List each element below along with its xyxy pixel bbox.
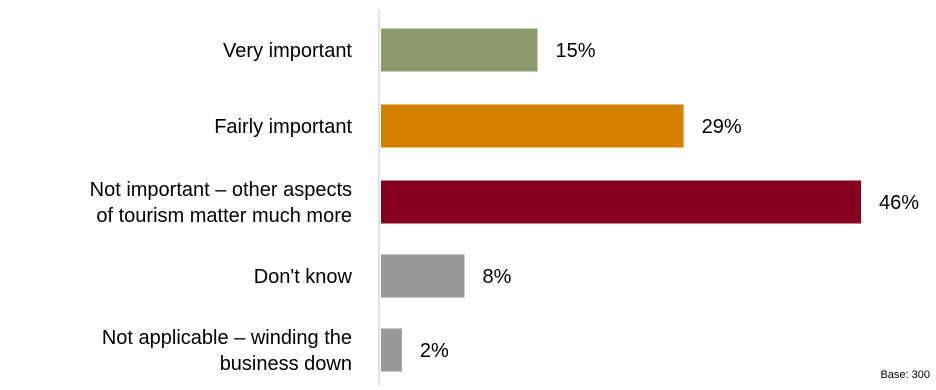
category-label-line: Very important [223, 40, 352, 62]
category-label-line: of tourism matter much more [96, 205, 352, 227]
category-label-4: Not applicable – winding the business dow… [102, 327, 352, 375]
category-label-1: Fairly important [214, 116, 352, 138]
data-label-4: 2% [420, 340, 449, 362]
bar-2 [381, 180, 861, 224]
bar-4 [381, 328, 402, 372]
category-label-3: Don't know [254, 266, 353, 288]
data-label-2: 46% [879, 192, 919, 214]
category-label-0: Very important [223, 40, 352, 62]
bars-layer: 15% Very important 29% Fairly important 46% N… [90, 28, 919, 375]
data-label-0: 15% [556, 40, 596, 62]
bar-3 [381, 254, 465, 298]
category-label-line: Don't know [254, 266, 353, 288]
base-footnote: Base: 300 [880, 369, 930, 381]
data-label-1: 29% [702, 116, 742, 138]
category-label-line: Not important – other aspects [90, 179, 352, 201]
data-label-3: 8% [482, 266, 511, 288]
category-label-line: business down [220, 353, 352, 375]
bar-1 [381, 104, 684, 148]
bar-0 [381, 28, 538, 72]
category-label-line: Fairly important [214, 116, 352, 138]
category-label-line: Not applicable – winding the [102, 327, 352, 349]
category-label-2: Not important – other aspects of tourism … [90, 179, 352, 227]
